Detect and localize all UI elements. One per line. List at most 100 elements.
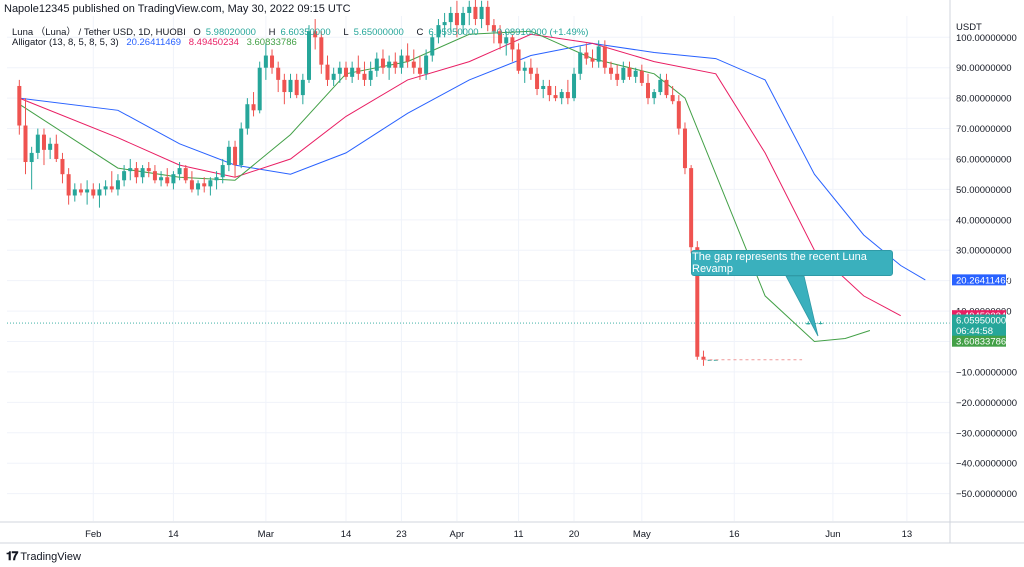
candle-body	[41, 134, 46, 150]
candle-body	[325, 64, 330, 80]
candle-body	[652, 92, 657, 99]
y-tick-label: 100.00000000	[956, 33, 1017, 44]
candle-body	[72, 189, 77, 196]
candle-body	[405, 55, 410, 62]
y-tick-label: 30.00000000	[956, 246, 1011, 257]
candle-body	[602, 46, 607, 68]
candle-body	[91, 189, 96, 196]
candle-body	[695, 247, 700, 357]
candle-body	[294, 79, 299, 96]
candle-body	[485, 6, 490, 26]
candle-body	[152, 171, 157, 181]
candle-body	[337, 67, 342, 74]
candle-body	[343, 67, 348, 77]
candle-body	[393, 61, 398, 68]
alligator-lips-line	[19, 30, 871, 343]
alligator-jaw-line	[19, 42, 926, 281]
candle-body	[461, 12, 466, 26]
candle-body	[54, 143, 59, 159]
candle-body	[424, 55, 429, 74]
tradingview-logo-icon: 𝟏𝟕	[6, 549, 18, 563]
candle-body	[115, 180, 120, 190]
candle-body	[399, 55, 404, 68]
last-price-label-bg	[952, 314, 1006, 337]
y-tick-label: −10.00000000	[956, 367, 1017, 378]
annotation-callout[interactable]: The gap represents the recent Luna Revam…	[691, 250, 893, 276]
candle-body	[627, 67, 632, 77]
legend-symbol-row: Luna （Luna） / Tether USD, 1D, HUOBI O 5.9…	[12, 24, 593, 38]
y-tick-label: −30.00000000	[956, 428, 1017, 439]
candle-body	[134, 168, 139, 178]
countdown-label: 06:44:58	[956, 326, 993, 337]
x-tick-label: Feb	[85, 529, 101, 540]
candle-body	[633, 70, 638, 77]
candle-body	[307, 31, 312, 80]
jaw-price-label-bg	[952, 274, 1006, 286]
candle-body	[639, 70, 644, 83]
candle-body	[547, 85, 552, 96]
candle-body	[319, 37, 324, 65]
candle-body	[239, 128, 244, 166]
candle-body	[442, 22, 447, 26]
tradingview-logo[interactable]: 𝟏𝟕 TradingView	[6, 549, 81, 564]
candle-body	[609, 67, 614, 74]
last-price-label: 6.05950000	[956, 316, 1006, 327]
candle-body	[621, 67, 626, 80]
candle-body	[66, 174, 71, 196]
candle-body	[17, 85, 22, 126]
candle-body	[504, 37, 509, 44]
legend-symbol[interactable]: Luna （Luna） / Tether USD, 1D, HUOBI	[12, 27, 186, 38]
candle-body	[85, 189, 90, 193]
candle-body	[411, 61, 416, 68]
y-tick-label: 50.00000000	[956, 185, 1011, 196]
legend-ohlc-c: C 6.05950000	[416, 27, 479, 38]
candle-body	[122, 171, 127, 181]
candle-body	[559, 92, 564, 99]
candle-body	[23, 125, 28, 163]
tradingview-logo-text: TradingView	[20, 550, 81, 563]
candle-body	[78, 189, 83, 193]
legend-ohlc-l: L 5.65000000	[343, 27, 404, 38]
x-tick-label: 16	[729, 529, 740, 540]
y-tick-label: 80.00000000	[956, 94, 1011, 105]
candle-body	[208, 180, 213, 187]
lips-price-label: 3.60833786	[956, 337, 1006, 348]
legend-indicator-name[interactable]: Alligator (13, 8, 5, 8, 5, 3)	[12, 37, 119, 48]
legend-ohlc-h: H 6.60350000	[268, 27, 331, 38]
candle-body	[350, 67, 355, 77]
x-tick-label: Jun	[825, 529, 840, 540]
candle-body	[528, 67, 533, 74]
legend-change: +0.08910000 (+1.49%)	[491, 27, 589, 38]
candle-body	[818, 323, 823, 325]
candle-body	[479, 6, 484, 20]
legend-lips-value: 3.60833786	[246, 37, 297, 48]
candle-body	[417, 67, 422, 74]
candle-body	[282, 79, 287, 93]
candle-body	[356, 67, 361, 74]
candle-body	[60, 158, 65, 175]
candle-body	[165, 177, 170, 184]
candle-body	[590, 58, 595, 62]
candle-body	[245, 104, 250, 129]
candle-body	[263, 55, 268, 68]
y-tick-label: 40.00000000	[956, 215, 1011, 226]
candle-body	[374, 58, 379, 71]
candle-body	[97, 189, 102, 196]
callout-pointer	[785, 275, 819, 337]
candle-body	[615, 73, 620, 80]
candle-body	[676, 101, 681, 129]
candle-body	[257, 67, 262, 111]
candle-body	[331, 73, 336, 80]
candle-body	[701, 356, 706, 360]
x-tick-label: May	[633, 529, 651, 540]
candle-body	[645, 82, 650, 99]
candle-body	[288, 79, 293, 93]
candle-body	[270, 55, 275, 68]
candle-body	[806, 323, 811, 325]
candle-body	[572, 73, 577, 99]
x-tick-label: 14	[341, 529, 352, 540]
candle-body	[516, 49, 521, 71]
x-tick-label: 13	[902, 529, 913, 540]
price-labels: 20.264114698.494502346.0595000006:44:583…	[952, 274, 1011, 348]
